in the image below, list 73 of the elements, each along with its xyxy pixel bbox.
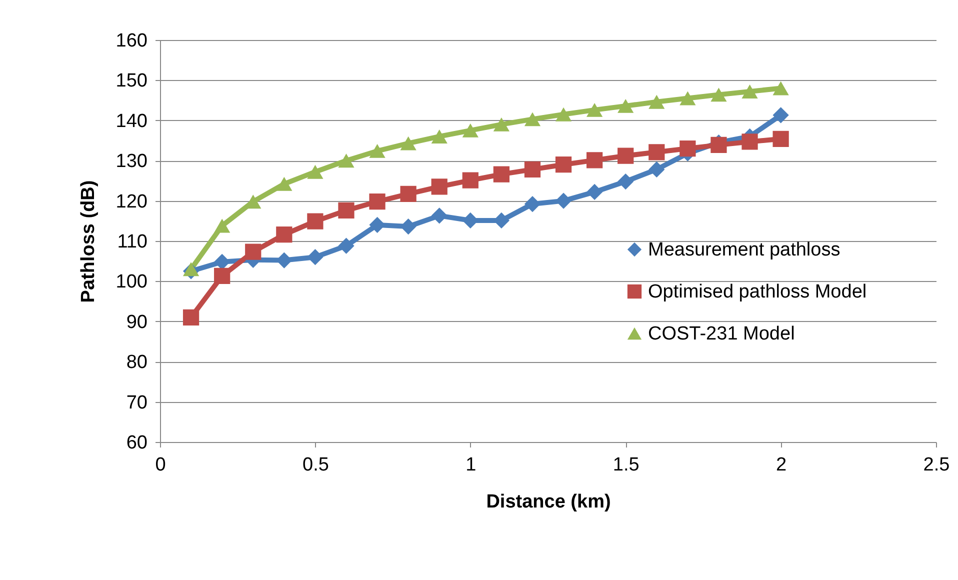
point (182, 309, 200, 326)
point (648, 94, 665, 109)
point (400, 186, 416, 202)
point (400, 136, 416, 150)
y-tick-label: 160 (116, 30, 148, 52)
point (586, 184, 603, 200)
legend-label: Measurement pathloss (648, 240, 840, 260)
x-tick-label: 2.5 (923, 454, 950, 476)
point (369, 194, 386, 210)
point (772, 81, 789, 96)
y-tick-label: 100 (116, 272, 148, 293)
point (431, 130, 448, 144)
point (369, 144, 386, 158)
point (680, 91, 696, 106)
legend-label: COST-231 Model (648, 324, 795, 344)
x-axis-title: Distance (km) (486, 492, 611, 512)
point (338, 154, 354, 168)
point (214, 218, 230, 233)
point (524, 161, 541, 178)
point (369, 216, 386, 233)
point (400, 218, 416, 235)
point (276, 252, 292, 268)
x-tick-label: 1.5 (612, 454, 640, 476)
point (493, 117, 510, 132)
point (742, 134, 758, 150)
point (680, 140, 696, 157)
point (618, 98, 634, 113)
point (555, 156, 572, 173)
x-tick-label: 0 (155, 454, 166, 476)
point (710, 88, 727, 102)
point (462, 123, 478, 138)
x-tick-label: 1 (466, 454, 476, 476)
point (307, 164, 324, 179)
y-tick-label: 70 (126, 392, 148, 414)
point (710, 136, 727, 153)
point (648, 144, 665, 160)
point (772, 107, 789, 124)
point (618, 148, 634, 164)
point (772, 130, 789, 147)
point (524, 196, 541, 212)
x-tick-label: 0.5 (302, 454, 329, 476)
point (431, 208, 448, 224)
point (462, 172, 478, 188)
point (276, 226, 292, 243)
y-tick-label: 130 (116, 151, 148, 172)
point (648, 161, 665, 178)
y-tick-label: 140 (116, 110, 148, 132)
point (493, 166, 510, 182)
y-tick-label: 60 (126, 432, 148, 454)
y-tick-label: 150 (116, 70, 148, 92)
point (586, 152, 603, 168)
y-tick-label: 90 (126, 312, 148, 333)
point (618, 173, 634, 190)
point (555, 107, 572, 122)
point (555, 192, 572, 209)
point (245, 244, 262, 260)
y-tick-label: 110 (117, 232, 148, 252)
point (338, 238, 354, 254)
point (214, 268, 230, 284)
y-tick-label: 120 (116, 191, 148, 212)
y-tick-label: 80 (126, 352, 148, 374)
legend-label: Optimised pathloss Model (648, 282, 867, 302)
point (586, 102, 603, 117)
point (276, 176, 292, 191)
point (524, 112, 541, 126)
y-axis-title: Pathloss (dB) (78, 180, 99, 303)
point (307, 213, 324, 230)
x-tick-label: 2 (776, 454, 787, 476)
point (742, 84, 758, 98)
point (182, 262, 200, 276)
point (338, 202, 354, 219)
point (431, 178, 448, 195)
point (307, 249, 324, 266)
